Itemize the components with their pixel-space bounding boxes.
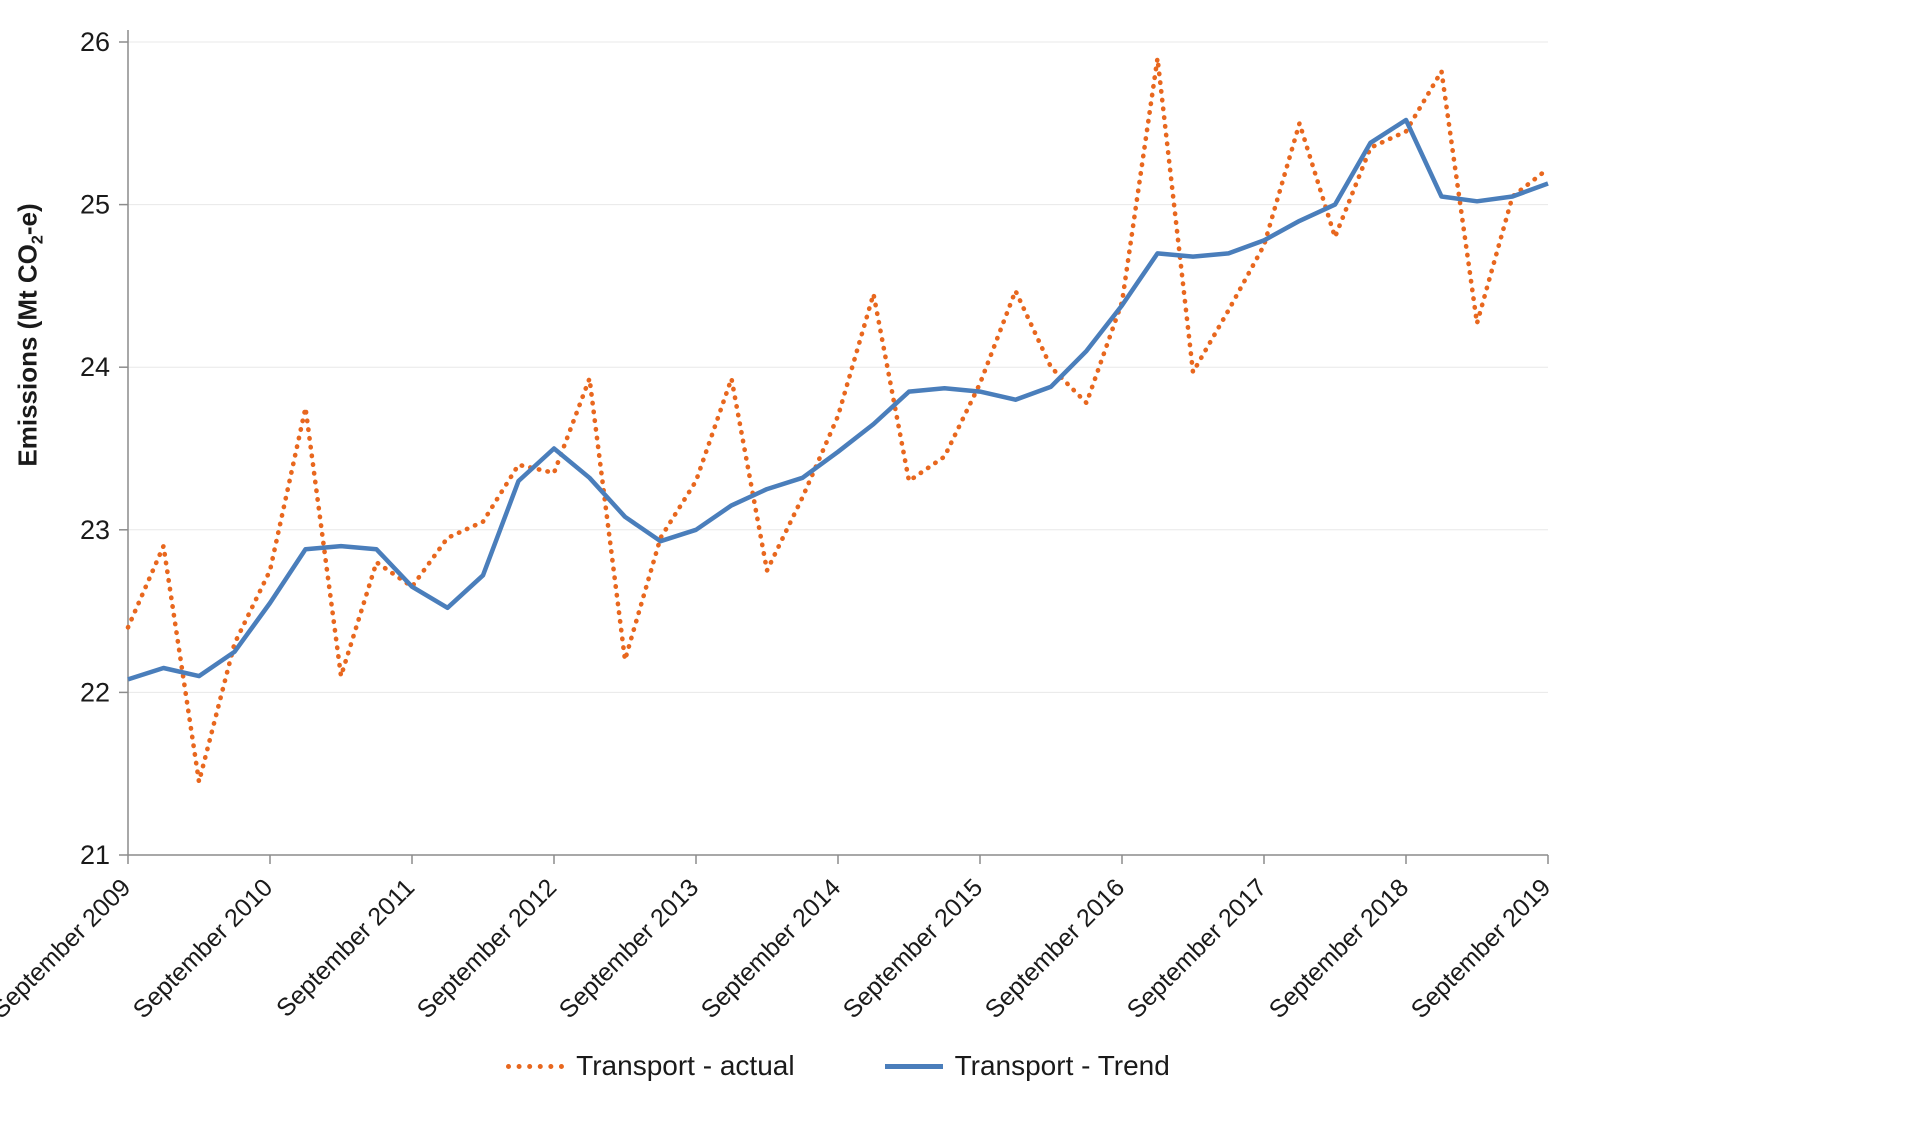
- y-tick-label: 26: [80, 27, 110, 57]
- x-tick-label: September 2014: [696, 873, 847, 1024]
- y-tick-label: 23: [80, 515, 110, 545]
- series-line-trend: [127, 117, 1549, 682]
- x-tick-label: September 2016: [980, 873, 1131, 1024]
- y-axis-title-subscript: 2: [28, 235, 47, 245]
- x-tick-label: September 2018: [1264, 873, 1415, 1024]
- legend-label-actual: Transport - actual: [576, 1050, 795, 1081]
- y-axis-title: Emissions (Mt CO2-e): [12, 203, 47, 466]
- y-tick-label: 24: [80, 352, 110, 382]
- legend-dotted-line-swatch: [506, 1063, 565, 1069]
- x-tick-label: September 2012: [412, 873, 563, 1024]
- legend-item-trend: Transport - Trend: [884, 1050, 1170, 1082]
- y-axis-title-text: Emissions (Mt CO: [12, 244, 43, 467]
- x-tick-label: September 2009: [0, 873, 136, 1024]
- x-tick-label: September 2017: [1122, 873, 1273, 1024]
- x-tick-label: September 2019: [1406, 873, 1557, 1024]
- legend-item-actual: Transport - actual: [506, 1050, 795, 1082]
- series-line-actual: [125, 55, 1551, 785]
- y-tick-label: 21: [80, 840, 110, 870]
- y-tick-label: 25: [80, 190, 110, 220]
- y-axis-title-suffix: -e): [12, 203, 43, 236]
- x-tick-label: September 2010: [128, 873, 279, 1024]
- x-tick-label: September 2015: [838, 873, 989, 1024]
- legend-solid-line-swatch: [884, 1063, 943, 1069]
- chart-legend: Transport - actual Transport - Trend: [128, 1050, 1548, 1082]
- y-tick-label: 22: [80, 677, 110, 707]
- x-tick-label: September 2011: [271, 873, 420, 1022]
- x-tick-label: September 2013: [554, 873, 705, 1024]
- legend-label-trend: Transport - Trend: [954, 1050, 1170, 1081]
